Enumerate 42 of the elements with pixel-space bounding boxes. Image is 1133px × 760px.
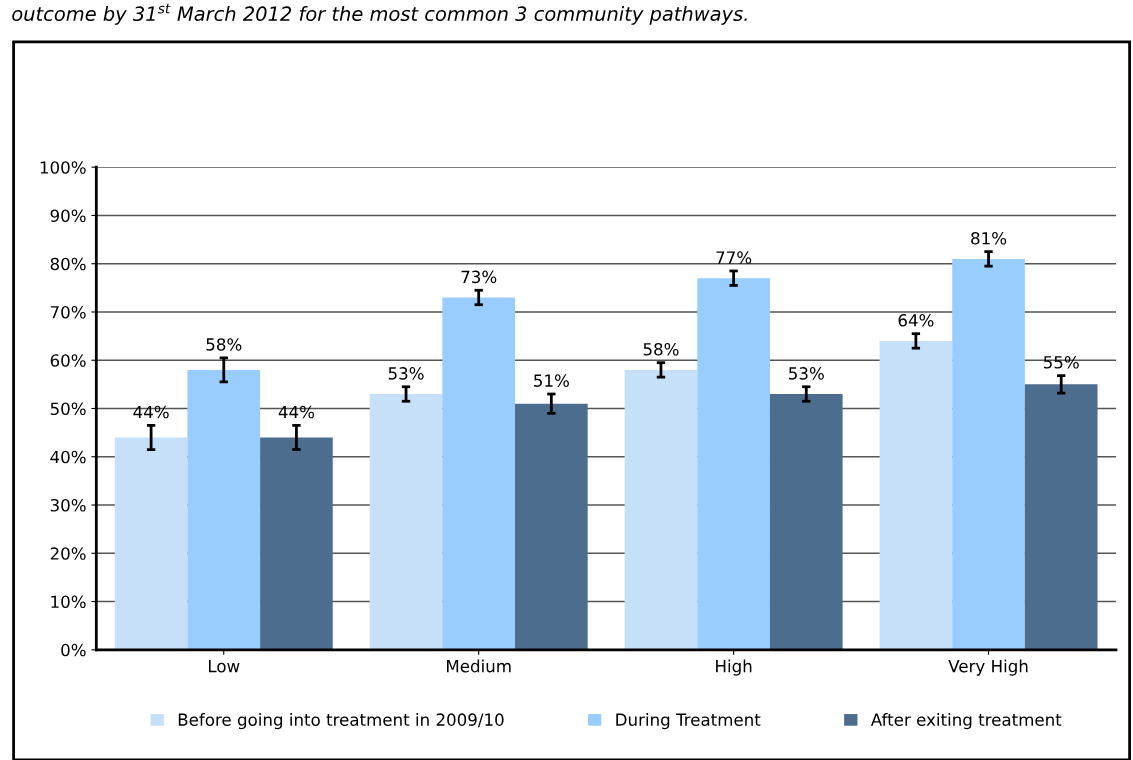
bar [879,340,953,650]
bar [624,369,698,650]
bar [697,278,770,650]
y-tick-label: 30% [50,498,86,512]
x-tick-label: Very High [948,659,1028,676]
legend-label: Before going into treatment in 2009/10 [178,713,504,730]
data-label: 73% [461,270,497,284]
bar [769,394,843,650]
y-tick-label: 50% [50,402,86,416]
bar [515,403,588,650]
y-tick-label: 0% [61,643,86,657]
bar [369,394,443,650]
data-label: 53% [388,367,424,380]
y-tick-label: 20% [50,547,86,560]
y-tick-label: 60% [50,354,86,367]
bar [260,437,333,650]
legend-label: After exiting treatment [870,713,1062,730]
data-label: 81% [971,231,1007,245]
bar [187,369,261,650]
data-label: 51% [534,374,569,387]
x-tick-label: Medium [447,659,511,673]
legend-label: During Treatment [616,713,761,730]
chart-title: outcome by 31$^{st}$ March 2012 for the most common 3 community pathways. [12,3,747,25]
y-tick-label: 70% [50,305,86,319]
x-tick-label: Low [208,660,240,673]
data-label: 44% [278,405,315,419]
bar [952,258,1025,650]
y-tick-label: 10% [51,595,86,609]
bar [1024,384,1098,650]
y-tick-label: 90% [50,209,86,223]
data-label: 44% [133,405,169,419]
bar [442,297,516,650]
x-tick-label: High [716,659,752,676]
data-label: 58% [206,338,242,351]
bar [114,437,188,650]
y-tick-label: 80% [50,257,86,271]
data-label: 64% [898,314,934,327]
y-tick-label: 100% [40,161,86,174]
data-label: 53% [789,367,824,380]
y-tick-label: 40% [50,450,86,464]
data-label: 77% [716,251,752,264]
data-label: 58% [643,342,679,356]
